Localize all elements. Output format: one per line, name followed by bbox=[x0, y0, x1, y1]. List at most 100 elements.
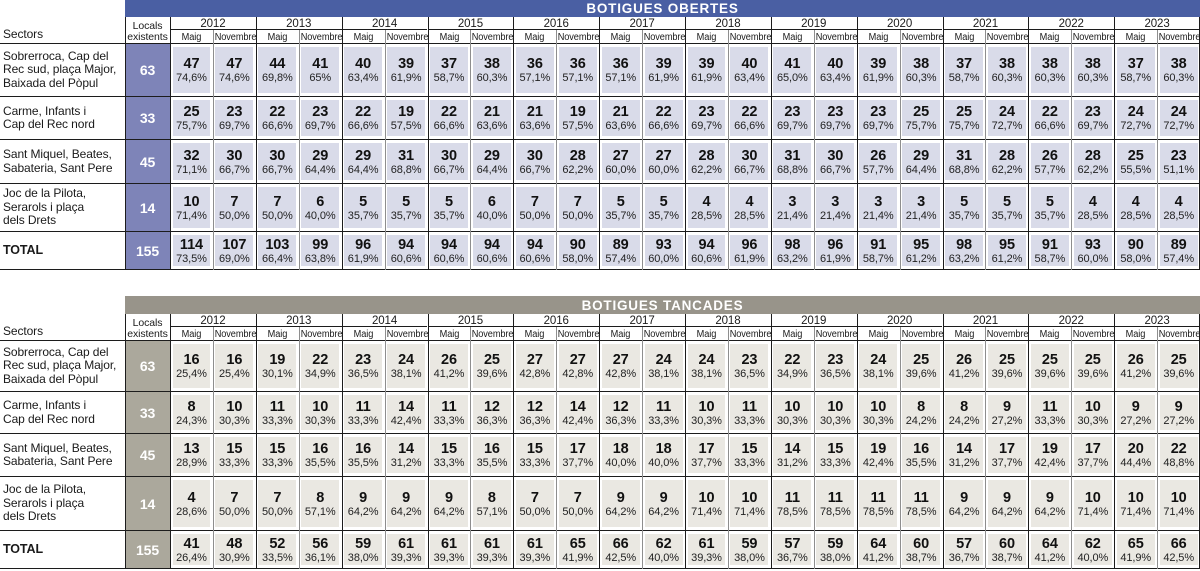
data-cell-fill: 22 66,6% bbox=[344, 100, 383, 136]
shop-count: 16 bbox=[913, 441, 930, 457]
shop-percentage: 38,0% bbox=[347, 551, 379, 564]
shop-percentage: 30,3% bbox=[819, 414, 851, 427]
data-cell-fill: 24 72,7% bbox=[1159, 100, 1198, 136]
month-header: Maig bbox=[868, 329, 888, 340]
shop-count: 22 bbox=[312, 352, 329, 368]
shop-count: 52 bbox=[269, 535, 286, 552]
shop-count: 28 bbox=[569, 147, 586, 164]
shop-percentage: 68,8% bbox=[948, 163, 980, 176]
column-divider-light bbox=[1071, 30, 1073, 270]
shop-count: 57 bbox=[784, 535, 801, 552]
data-cell-fill: 60 38,7% bbox=[988, 534, 1026, 565]
data-cell: 23 69,7% bbox=[771, 97, 814, 139]
data-cell: 28 62,2% bbox=[556, 140, 599, 183]
shop-percentage: 25,4% bbox=[176, 368, 207, 380]
data-cell-fill: 23 69,7% bbox=[301, 100, 340, 136]
column-divider-dark bbox=[685, 314, 686, 569]
shop-count: 25 bbox=[1041, 352, 1058, 368]
shop-percentage: 34,9% bbox=[777, 368, 808, 380]
shop-count: 19 bbox=[1041, 441, 1058, 457]
sector-label: Sant Miquel, Beates, Sabateria, Sant Per… bbox=[3, 147, 113, 175]
data-cell-fill: 9 64,2% bbox=[344, 480, 383, 527]
column-divider-dark bbox=[856, 17, 858, 270]
column-divider-light bbox=[985, 327, 987, 569]
data-cell-fill: 16 35,5% bbox=[902, 437, 941, 473]
data-cell-fill: 44 69,8% bbox=[258, 47, 297, 93]
data-cell-fill: 11 33,3% bbox=[344, 395, 383, 430]
data-cell-fill: 9 64,2% bbox=[1030, 480, 1069, 527]
data-cell: 11 78,5% bbox=[857, 477, 900, 530]
shop-percentage: 27,2% bbox=[1163, 414, 1195, 427]
data-cell-fill: 11 33,3% bbox=[730, 395, 769, 430]
month-header: Novembre bbox=[300, 32, 343, 43]
data-cell-fill: 61 39,3% bbox=[430, 534, 468, 565]
month-header: Novembre bbox=[386, 329, 428, 340]
shop-count: 25 bbox=[913, 104, 930, 120]
shop-count: 23 bbox=[312, 104, 329, 120]
shop-percentage: 66,6% bbox=[1034, 120, 1066, 132]
data-cell-fill: 56 36,1% bbox=[301, 534, 340, 565]
data-cell-fill: 31 68,8% bbox=[945, 143, 984, 180]
shop-count: 11 bbox=[784, 489, 800, 506]
column-divider-light bbox=[298, 327, 300, 569]
data-cell: 10 30,3% bbox=[299, 392, 342, 433]
shop-percentage: 42,8% bbox=[519, 368, 551, 380]
data-cell-fill: 23 36,5% bbox=[344, 344, 383, 388]
data-cell-fill: 103 66,4% bbox=[258, 235, 297, 266]
shop-percentage: 50,0% bbox=[562, 505, 594, 518]
data-cell: 90 58,0% bbox=[556, 232, 599, 269]
data-cell: 61 39,3% bbox=[385, 531, 428, 568]
shop-percentage: 50,0% bbox=[219, 209, 250, 222]
shop-percentage: 39,6% bbox=[476, 368, 508, 380]
data-cell: 10 30,3% bbox=[1071, 392, 1114, 433]
shop-percentage: 60,3% bbox=[905, 72, 937, 84]
data-cell-fill: 32 71,1% bbox=[172, 143, 211, 180]
data-cell: 103 66,4% bbox=[256, 232, 299, 269]
shop-count: 14 bbox=[569, 398, 586, 415]
data-cell: 24 72,7% bbox=[1114, 97, 1157, 139]
shop-percentage: 66,7% bbox=[519, 163, 551, 176]
data-cell-fill: 29 64,4% bbox=[902, 143, 941, 180]
data-cell-fill: 38 60,3% bbox=[1030, 47, 1069, 93]
year-header: 2020 bbox=[856, 315, 943, 327]
locals-count: 155 bbox=[125, 531, 170, 568]
shop-count: 56 bbox=[312, 535, 329, 552]
shop-percentage: 60,0% bbox=[648, 252, 679, 265]
month-header: Novembre bbox=[987, 32, 1029, 43]
data-cell-fill: 9 27,2% bbox=[1116, 395, 1155, 430]
data-cell-fill: 57 36,7% bbox=[773, 534, 812, 565]
shop-count: 7 bbox=[530, 193, 539, 210]
data-cell-fill: 25 39,6% bbox=[1159, 344, 1198, 388]
shop-count: 10 bbox=[870, 398, 887, 415]
month-header: Novembre bbox=[557, 32, 600, 43]
data-cell-fill: 11 78,5% bbox=[902, 480, 941, 527]
shop-percentage: 61,9% bbox=[819, 252, 851, 265]
shop-count: 5 bbox=[1045, 193, 1054, 210]
shop-count: 7 bbox=[230, 193, 239, 210]
data-cell: 57 36,7% bbox=[771, 531, 814, 568]
shop-percentage: 50,0% bbox=[519, 505, 551, 518]
shop-count: 27 bbox=[526, 352, 543, 368]
data-cell-fill: 4 28,5% bbox=[730, 187, 769, 228]
shop-percentage: 40,0% bbox=[476, 209, 508, 222]
shop-count: 27 bbox=[612, 352, 629, 368]
data-cell-fill: 27 42,8% bbox=[515, 344, 554, 388]
data-cell-fill: 38 60,3% bbox=[1159, 47, 1198, 93]
shop-percentage: 60,0% bbox=[1077, 252, 1109, 265]
data-cell: 8 24,3% bbox=[170, 392, 213, 433]
data-cell: 99 63,8% bbox=[299, 232, 342, 269]
locals-header-label: Locals existents bbox=[127, 20, 168, 43]
data-cell: 36 57,1% bbox=[556, 44, 599, 96]
shop-count: 19 bbox=[870, 441, 887, 457]
data-cell: 66 42,5% bbox=[599, 531, 642, 568]
data-cell: 11 78,5% bbox=[814, 477, 857, 530]
data-cell: 10 71,4% bbox=[685, 477, 728, 530]
data-cell-fill: 99 63,8% bbox=[301, 235, 340, 266]
data-cell-fill: 66 42,5% bbox=[601, 534, 640, 565]
shop-count: 11 bbox=[1042, 398, 1058, 415]
shop-percentage: 78,5% bbox=[862, 505, 894, 518]
data-cell-fill: 89 57,4% bbox=[1159, 235, 1198, 266]
month-header: Maig bbox=[868, 32, 888, 43]
data-cell: 107 69,0% bbox=[213, 232, 256, 269]
